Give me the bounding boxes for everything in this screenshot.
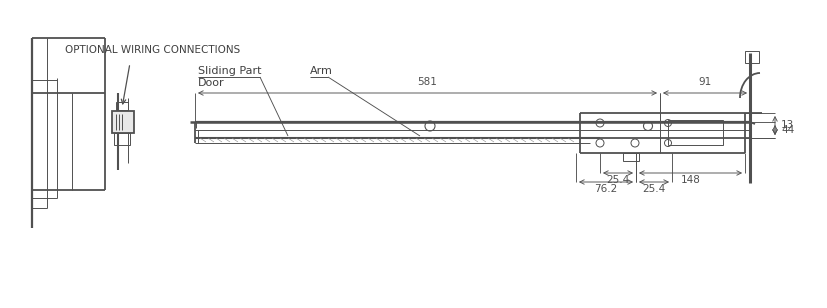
Text: 25.4: 25.4 xyxy=(643,184,666,194)
Bar xyxy=(114,133,130,145)
Text: Arm: Arm xyxy=(310,66,333,76)
Bar xyxy=(112,111,134,133)
Text: Sliding Part: Sliding Part xyxy=(198,66,261,76)
Text: 25.4: 25.4 xyxy=(606,175,629,185)
Bar xyxy=(745,51,759,63)
Bar xyxy=(668,120,723,145)
Bar xyxy=(116,102,128,110)
Text: 581: 581 xyxy=(418,77,437,87)
Text: Door: Door xyxy=(198,78,225,88)
Text: 13: 13 xyxy=(781,120,794,131)
Bar xyxy=(623,153,639,161)
Text: OPTIONAL WIRING CONNECTIONS: OPTIONAL WIRING CONNECTIONS xyxy=(65,45,241,55)
Text: 76.2: 76.2 xyxy=(595,184,618,194)
Text: 148: 148 xyxy=(681,175,700,185)
Text: 91: 91 xyxy=(698,77,711,87)
Text: 44: 44 xyxy=(781,125,794,135)
